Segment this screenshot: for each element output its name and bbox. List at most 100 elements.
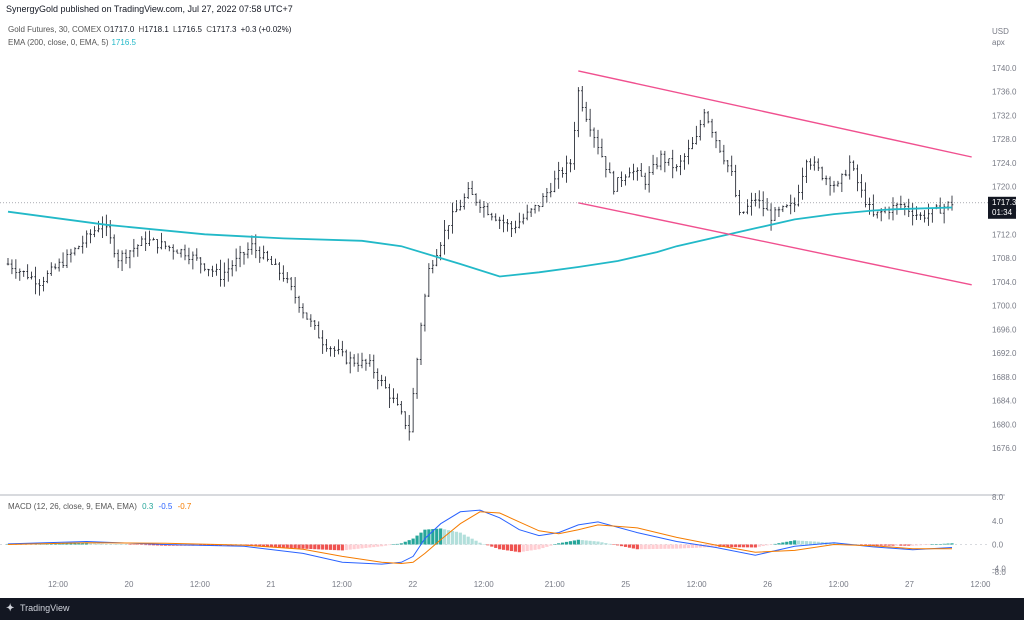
macd-hist-bar xyxy=(478,542,482,545)
macd-hist-bar xyxy=(773,543,777,545)
macd-axis[interactable]: -8.0-4.0 0.0 4.0 8.0 xyxy=(992,493,1006,577)
macd-hist-bar xyxy=(431,529,435,545)
macd-hist-bar xyxy=(785,541,789,545)
macd-legend[interactable]: MACD (12, 26, close, 9, EMA, EMA) 0.3 -0… xyxy=(8,502,191,511)
macd-hist-bar xyxy=(883,544,887,546)
macd-hist-bar xyxy=(517,544,521,553)
macd-hist-bar xyxy=(710,544,714,548)
macd-hist-bar xyxy=(525,544,529,552)
macd-hist-bar xyxy=(344,544,348,551)
chart-canvas[interactable]: USD арх 1676.01680.01684.01688.01692.016… xyxy=(0,0,1024,598)
price-tick-label: 1684.0 xyxy=(992,397,1017,406)
macd-hist-bar xyxy=(832,542,836,545)
macd-hist-bar xyxy=(69,543,73,545)
signal-value: -0.7 xyxy=(177,502,192,511)
macd-hist-bar xyxy=(741,544,746,548)
macd-hist-bar xyxy=(950,543,954,545)
ema-legend[interactable]: EMA (200, close, 0, EMA, 5) 1716.5 xyxy=(8,38,136,47)
macd-hist-bar xyxy=(635,544,639,550)
price-tick-label: 1724.0 xyxy=(992,159,1017,168)
macd-hist-bar xyxy=(273,544,278,548)
macd-hist-bar xyxy=(604,543,608,545)
macd-hist-bar xyxy=(722,544,726,547)
ohlc-open: 1717.0 xyxy=(109,25,135,34)
macd-hist-bar xyxy=(576,539,580,545)
tradingview-logo-icon[interactable]: ✦ xyxy=(6,603,15,614)
macd-hist-bar xyxy=(781,542,785,545)
macd-hist-bar xyxy=(376,544,380,547)
macd-hist-bar xyxy=(946,543,950,545)
macd-hist-bar xyxy=(128,544,132,545)
macd-hist-bar xyxy=(922,544,927,545)
footer-brand[interactable]: TradingView xyxy=(20,603,70,613)
macd-hist-bar xyxy=(545,544,549,547)
macd-hist-bar xyxy=(148,544,152,546)
macd-hist-bar xyxy=(608,543,612,545)
macd-hist-bar xyxy=(738,544,742,548)
macd-hist-bar xyxy=(938,544,942,545)
macd-line xyxy=(7,509,953,565)
macd-hist-bar xyxy=(627,544,632,548)
macd-hist-bar xyxy=(446,530,451,545)
macd-hist-bar xyxy=(541,544,545,549)
time-axis[interactable]: 12:00 20 12:00 21 12:00 22 12:00 21:00 25 12:00 26… xyxy=(48,580,991,589)
macd-hist-bar xyxy=(328,544,333,550)
macd-hist-bar xyxy=(926,544,930,545)
macd-hist-bar xyxy=(112,544,116,545)
macd-hist-bar xyxy=(521,544,525,552)
macd-hist-bar xyxy=(761,544,765,547)
macd-tick-label: 0.0 xyxy=(992,541,1004,550)
macd-hist-bar xyxy=(486,544,490,546)
macd-hist-bar xyxy=(415,535,419,545)
ohlc-close-label: C xyxy=(206,25,212,34)
macd-hist-bar xyxy=(124,544,128,545)
macd-hist-bar xyxy=(403,541,407,545)
macd-hist-bar xyxy=(498,544,502,550)
macd-hist-bar xyxy=(73,543,77,545)
macd-hist-bar xyxy=(305,544,309,549)
macd-hist-bar xyxy=(368,544,372,548)
macd-hist-bar xyxy=(474,540,478,545)
macd-hist-bar xyxy=(120,544,124,545)
currency-label: USD xyxy=(992,27,1009,36)
unit-note-label: арх xyxy=(992,38,1005,47)
macd-hist-bar xyxy=(167,544,171,546)
macd-hist-bar xyxy=(262,544,266,547)
macd-hist-bar xyxy=(682,544,687,549)
price-change: +0.3 (+0.02%) xyxy=(240,25,292,34)
macd-hist-bar xyxy=(891,544,895,546)
macd-hist-bar xyxy=(690,544,694,548)
macd-hist-bar xyxy=(671,544,675,549)
macd-hist-bar xyxy=(340,544,344,551)
macd-hist-bar xyxy=(502,544,506,550)
time-tick-label: 12:00 xyxy=(190,580,211,589)
macd-hist-bar xyxy=(537,544,541,550)
price-tick-label: 1736.0 xyxy=(992,88,1017,97)
ema-line xyxy=(7,206,953,278)
macd-hist-bar xyxy=(395,543,399,545)
instrument-label[interactable]: Gold Futures, 30, COMEX xyxy=(8,25,102,34)
macd-hist-bar xyxy=(494,544,498,548)
macd-hist-bar xyxy=(155,544,160,546)
macd-hist-bar xyxy=(879,544,883,546)
macd-hist-bar xyxy=(140,544,144,545)
macd-hist-bar xyxy=(757,544,761,547)
price-tick-label: 1740.0 xyxy=(992,64,1017,73)
macd-pane xyxy=(0,509,988,565)
macd-hist-bar xyxy=(407,540,411,545)
price-axis[interactable]: 1676.0 1680.0 1684.0 1688.0 1692.0 1696.0 1700… xyxy=(992,64,1017,453)
macd-hist-bar xyxy=(462,534,466,545)
macd-hist-bar xyxy=(513,544,517,552)
macd-hist-bar xyxy=(332,544,337,551)
macd-hist-bar xyxy=(592,541,596,545)
macd-hist-bar xyxy=(859,544,864,545)
macd-hist-bar xyxy=(675,544,679,549)
macd-hist-bar xyxy=(92,543,97,545)
macd-hist-bar xyxy=(820,542,824,545)
macd-hist-bar xyxy=(659,544,663,549)
macd-value: -0.5 xyxy=(158,502,173,511)
macd-hist-bar xyxy=(808,541,812,545)
macd-hist-bar xyxy=(356,544,360,549)
macd-hist-bar xyxy=(765,544,769,546)
macd-hist-bar xyxy=(620,544,624,547)
